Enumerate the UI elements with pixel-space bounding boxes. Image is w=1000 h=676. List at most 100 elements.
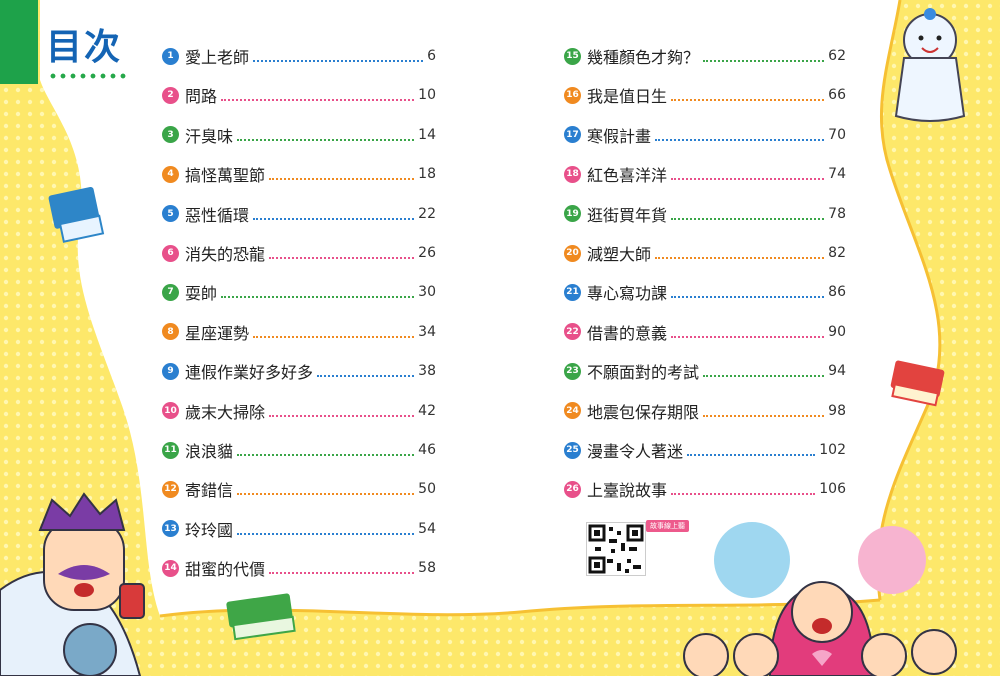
dot-leader — [237, 454, 415, 456]
dot-leader — [703, 375, 825, 378]
chapter-title: 連假作業好多好多 — [185, 363, 314, 383]
dot-leader — [237, 532, 415, 535]
ghost-doll-illustration — [894, 8, 966, 122]
toc-entry[interactable]: 25 漫畫令人著迷 102 — [564, 438, 846, 462]
chapter-number-badge: 24 — [564, 402, 581, 420]
chapter-page-number: 90 — [828, 323, 846, 340]
title-dots — [48, 72, 126, 80]
dot-leader — [687, 454, 816, 456]
dot-leader — [655, 257, 825, 259]
chapter-title: 漫畫令人著迷 — [587, 442, 684, 461]
toc-entry[interactable]: 11 浪浪貓 46 — [162, 438, 436, 462]
dot-leader — [671, 296, 825, 299]
toc-entry[interactable]: 18 紅色喜洋洋 74 — [564, 162, 846, 186]
chapter-title: 地震包保存期限 — [587, 402, 700, 422]
chapter-title: 寄錯信 — [185, 481, 234, 501]
green-corner-tab — [0, 0, 38, 84]
toc-entry[interactable]: 13 玲玲國 54 — [162, 517, 436, 541]
chapter-title: 愛上老師 — [185, 48, 250, 67]
toc-entry[interactable]: 15 幾種顏色才夠？ 62 — [564, 44, 846, 68]
chapter-page-number: 18 — [418, 166, 436, 183]
chapter-title: 搞怪萬聖節 — [185, 166, 266, 186]
chapter-page-number: 66 — [828, 87, 846, 104]
chapter-number-badge: 7 — [162, 283, 179, 301]
chapter-page-number: 50 — [418, 481, 436, 498]
toc-entry[interactable]: 17 寒假計畫 70 — [564, 123, 846, 147]
chapter-number-badge: 4 — [162, 165, 179, 183]
chapter-page-number: 106 — [819, 481, 846, 498]
dot-leader — [237, 493, 415, 496]
toc-entry[interactable]: 1 愛上老師 6 — [162, 44, 436, 68]
chapter-title: 浪浪貓 — [185, 442, 234, 461]
chapter-number-badge: 12 — [162, 480, 179, 498]
chapter-title: 我是值日生 — [587, 87, 668, 107]
toc-entry[interactable]: 19 逛街買年貨 78 — [564, 202, 846, 226]
chapter-number-badge: 21 — [564, 283, 581, 301]
dot-leader — [703, 60, 825, 62]
toc-entry[interactable]: 10 歲末大掃除 42 — [162, 399, 436, 423]
chapter-number-badge: 10 — [162, 402, 179, 420]
toc-entry[interactable]: 5 惡性循環 22 — [162, 202, 436, 226]
dot-leader — [269, 178, 415, 181]
chapter-number-badge: 16 — [564, 86, 581, 104]
chapter-number-badge: 22 — [564, 323, 581, 341]
chapter-title: 汗臭味 — [185, 126, 234, 146]
chapter-number-badge: 25 — [564, 441, 581, 459]
chapter-number-badge: 9 — [162, 362, 179, 380]
chapter-page-number: 58 — [418, 560, 436, 577]
toc-entry[interactable]: 24 地震包保存期限 98 — [564, 399, 846, 423]
dot-leader — [221, 99, 415, 102]
chapter-page-number: 74 — [828, 166, 846, 183]
kids-characters — [683, 522, 957, 676]
chapter-title: 幾種顏色才夠？ — [587, 48, 700, 67]
toc-entry[interactable]: 16 我是值日生 66 — [564, 83, 846, 107]
teacher-character — [0, 492, 145, 676]
qr-code[interactable] — [586, 522, 646, 576]
chapter-page-number: 102 — [819, 442, 846, 458]
chapter-page-number: 86 — [828, 284, 846, 301]
chapter-number-badge: 23 — [564, 362, 581, 380]
dot-leader — [671, 99, 825, 102]
chapter-number-badge: 8 — [162, 323, 179, 341]
chapter-number-badge: 20 — [564, 244, 581, 262]
toc-entry[interactable]: 12 寄錯信 50 — [162, 477, 436, 501]
chapter-number-badge: 1 — [162, 47, 179, 65]
toc-entry[interactable]: 4 搞怪萬聖節 18 — [162, 162, 436, 186]
toc-entry[interactable]: 20 減塑大師 82 — [564, 241, 846, 265]
dot-leader — [269, 572, 415, 575]
chapter-title: 耍帥 — [185, 284, 218, 304]
chapter-title: 專心寫功課 — [587, 284, 668, 304]
chapter-page-number: 62 — [828, 48, 846, 64]
chapter-page-number: 46 — [418, 442, 436, 458]
chapter-title: 上臺說故事 — [587, 481, 668, 501]
chapter-title: 消失的恐龍 — [185, 245, 266, 264]
toc-entry[interactable]: 8 星座運勢 34 — [162, 320, 436, 344]
toc-entry[interactable]: 2 問路 10 — [162, 83, 436, 107]
dot-leader — [237, 138, 415, 141]
chapter-page-number: 10 — [418, 87, 436, 104]
chapter-page-number: 94 — [828, 363, 846, 380]
toc-entry[interactable]: 14 甜蜜的代價 58 — [162, 556, 436, 580]
chapter-number-badge: 14 — [162, 559, 179, 577]
toc-entry[interactable]: 3 汗臭味 14 — [162, 123, 436, 147]
flying-book-bottom — [226, 593, 296, 641]
toc-entry[interactable]: 6 消失的恐龍 26 — [162, 241, 436, 265]
chapter-title: 問路 — [185, 87, 218, 107]
chapter-page-number: 54 — [418, 520, 436, 537]
dot-leader — [269, 414, 415, 417]
toc-entry[interactable]: 9 連假作業好多好多 38 — [162, 359, 436, 383]
toc-entry[interactable]: 22 借書的意義 90 — [564, 320, 846, 344]
chapter-number-badge: 3 — [162, 126, 179, 144]
chapter-number-badge: 5 — [162, 205, 179, 223]
toc-entry[interactable]: 23 不願面對的考試 94 — [564, 359, 846, 383]
chapter-title: 星座運勢 — [185, 323, 250, 343]
flying-book-left — [48, 186, 105, 243]
toc-entry[interactable]: 21 專心寫功課 86 — [564, 280, 846, 304]
chapter-page-number: 30 — [418, 284, 436, 301]
dot-leader — [269, 257, 415, 259]
toc-entry[interactable]: 7 耍帥 30 — [162, 280, 436, 304]
toc-entry[interactable]: 26 上臺說故事 106 — [564, 477, 846, 501]
chapter-page-number: 6 — [427, 48, 436, 64]
chapter-page-number: 14 — [418, 126, 436, 143]
